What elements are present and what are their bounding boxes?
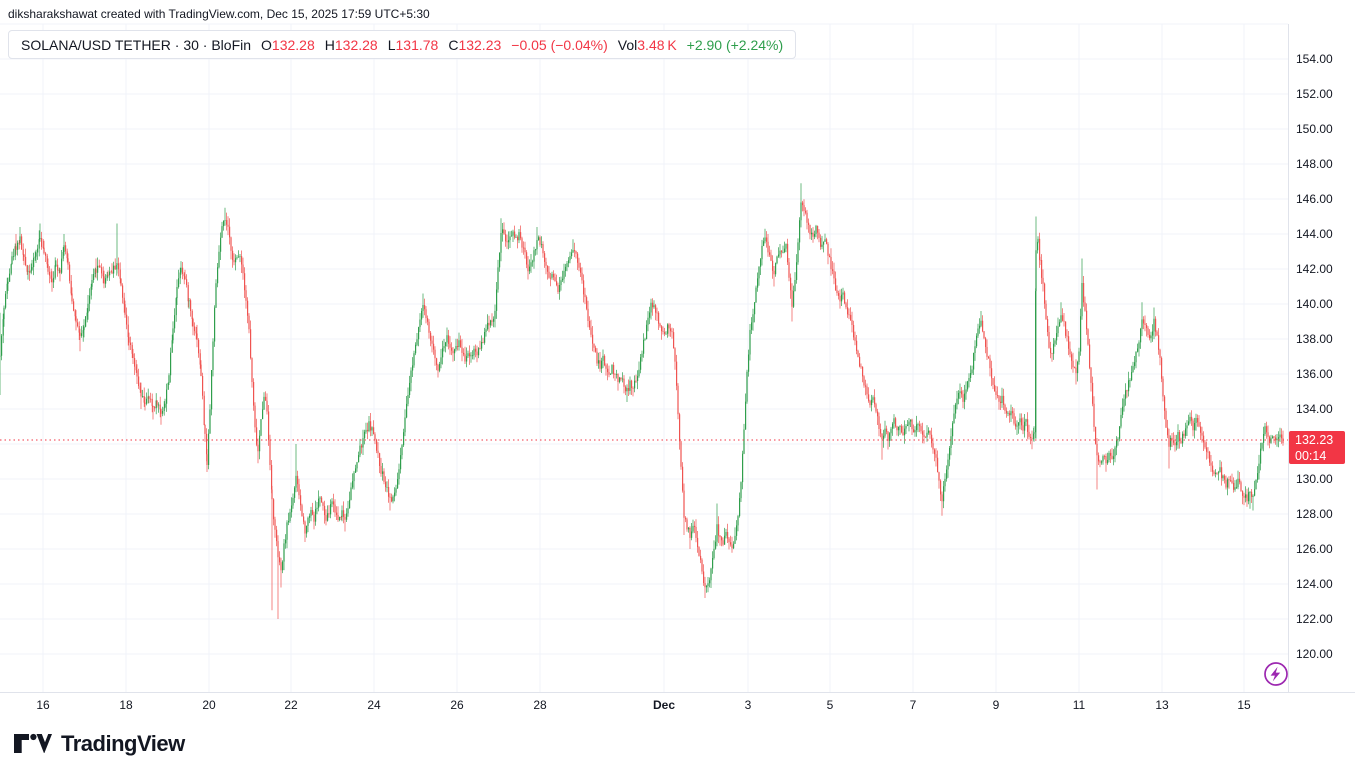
- symbol-title: SOLANA/USD TETHER · 30 · BloFin: [21, 36, 252, 53]
- time-tick-label: 9: [992, 698, 1000, 712]
- time-tick-label: Dec: [652, 698, 676, 712]
- price-axis[interactable]: 154.00 152.00 150.00 148.00 146.00 144.00 142.…: [1288, 24, 1355, 692]
- change-value: −0.05 (−0.04%): [511, 36, 608, 53]
- time-tick-label: 7: [909, 698, 917, 712]
- price-tick-label: 154.00: [1296, 52, 1333, 66]
- time-tick-label: 5: [826, 698, 834, 712]
- last-price-badge: 132.23 00:14: [1289, 431, 1345, 464]
- price-tick-label: 138.00: [1296, 332, 1333, 346]
- time-tick-label: 28: [533, 698, 547, 712]
- open-label: O: [261, 36, 272, 53]
- up-candle-bodies: [0, 202, 1281, 588]
- close-value: 132.23: [458, 36, 502, 53]
- up-candle-wicks: [0, 183, 1281, 593]
- down-candle-bodies: [15, 202, 1284, 588]
- grid-lines: [0, 23, 1288, 692]
- close-label: C: [448, 36, 459, 53]
- high-value: 132.28: [334, 36, 378, 53]
- price-tick-label: 144.00: [1296, 227, 1333, 241]
- price-tick-label: 150.00: [1296, 122, 1333, 136]
- high-label: H: [324, 36, 335, 53]
- time-tick-label: 13: [1155, 698, 1169, 712]
- price-tick-label: 130.00: [1296, 472, 1333, 486]
- candlestick-chart[interactable]: [0, 0, 1288, 692]
- tradingview-logo[interactable]: TradingView: [14, 731, 185, 757]
- volume-change: +2.90 (+2.24%): [686, 36, 784, 53]
- symbol-legend[interactable]: SOLANA/USD TETHER · 30 · BloFin O132.28 …: [8, 30, 797, 59]
- time-tick-label: 24: [367, 698, 381, 712]
- time-tick-label: 26: [450, 698, 464, 712]
- price-tick-label: 126.00: [1296, 542, 1333, 556]
- time-axis[interactable]: 16 18 20 22 24 26 28 Dec 3 5 7 9 11 13 15: [0, 692, 1355, 721]
- time-tick-label: 11: [1072, 698, 1086, 712]
- low-value: 131.78: [395, 36, 439, 53]
- price-tick-label: 152.00: [1296, 87, 1333, 101]
- price-tick-label: 134.00: [1296, 402, 1333, 416]
- tradingview-logo-icon: [14, 733, 52, 753]
- price-tick-label: 124.00: [1296, 577, 1333, 591]
- time-tick-label: 20: [202, 698, 216, 712]
- price-tick-label: 136.00: [1296, 367, 1333, 381]
- open-value: 132.28: [271, 36, 315, 53]
- price-tick-label: 148.00: [1296, 157, 1333, 171]
- time-tick-label: 15: [1237, 698, 1251, 712]
- tradingview-logo-text: TradingView: [61, 731, 185, 756]
- price-tick-label: 140.00: [1296, 297, 1333, 311]
- price-tick-label: 146.00: [1296, 192, 1333, 206]
- time-tick-label: 16: [36, 698, 50, 712]
- bar-countdown: 00:14: [1295, 449, 1327, 463]
- time-tick-label: 18: [119, 698, 133, 712]
- time-tick-label: 3: [744, 698, 752, 712]
- price-tick-label: 120.00: [1296, 647, 1333, 661]
- time-tick-label: 22: [284, 698, 298, 712]
- volume-value: 3.48 K: [637, 36, 677, 53]
- low-label: L: [387, 36, 396, 53]
- last-price-value: 132.23: [1295, 433, 1334, 447]
- volume-label: Vol: [617, 36, 638, 53]
- price-tick-label: 142.00: [1296, 262, 1333, 276]
- price-tick-label: 128.00: [1296, 507, 1333, 521]
- price-tick-label: 122.00: [1296, 612, 1333, 626]
- lightning-icon[interactable]: [1262, 660, 1290, 688]
- attribution-text: diksharakshawat created with TradingView…: [8, 7, 430, 21]
